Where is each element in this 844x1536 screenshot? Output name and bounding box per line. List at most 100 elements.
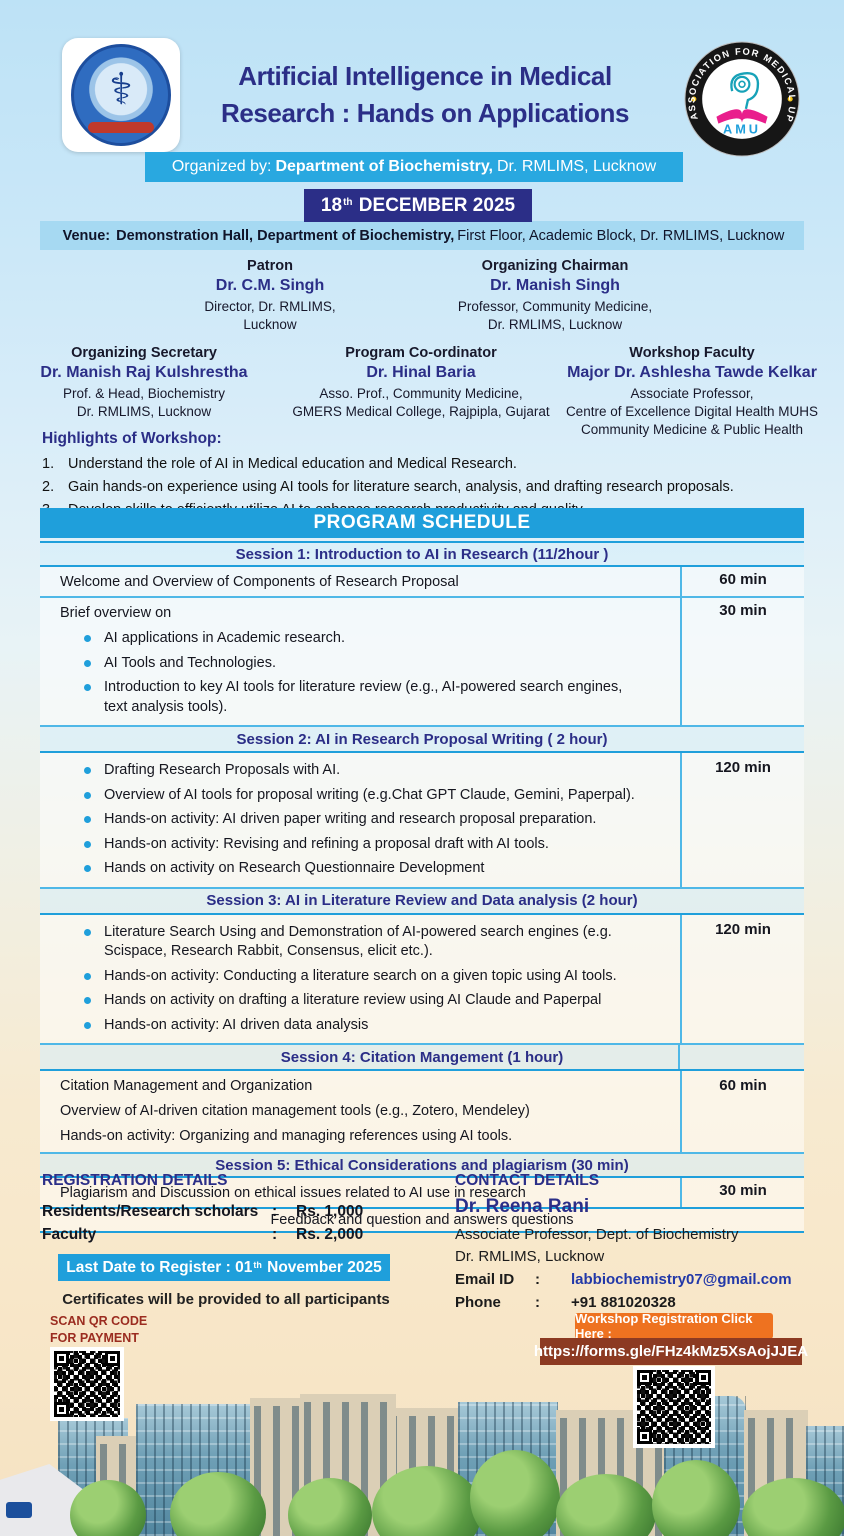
- duration-cell: 120 min: [680, 753, 804, 887]
- contact-title: CONTACT DETAILS: [455, 1172, 600, 1189]
- person-name: Dr. C.M. Singh: [215, 277, 325, 294]
- bullet-item: AI Tools and Technologies.: [60, 654, 640, 674]
- organized-prefix: Organized by:: [171, 158, 272, 175]
- email-value[interactable]: labbiochemistry07@gmail.com: [571, 1271, 792, 1288]
- qr-pattern: [54, 1351, 120, 1417]
- date-day: 18: [320, 194, 343, 216]
- bullet-item: Introduction to key AI tools for literat…: [60, 678, 640, 717]
- bullet-item: Hands on activity on Research Questionna…: [60, 859, 640, 879]
- person-role: Organizing Secretary: [71, 345, 217, 361]
- fee-colon: :: [272, 1226, 278, 1243]
- email-colon: :: [535, 1271, 540, 1288]
- amu-logo: ASSOCIATION FOR MEDICAL UPDATES AMU: [679, 32, 801, 158]
- session-5-header: Session 5: Ethical Considerations and pl…: [40, 1154, 804, 1178]
- row-activity: Literature Search Using and Demonstratio…: [40, 915, 680, 1044]
- tree: [556, 1474, 656, 1536]
- bullet-item: Drafting Research Proposals with AI.: [60, 761, 640, 781]
- duration-cell: 30 min: [680, 1178, 804, 1207]
- person-line: Asso. Prof., Community Medicine,: [319, 386, 523, 401]
- rmlims-seal: ⚕: [71, 44, 171, 146]
- row-activity: Welcome and Overview of Components of Re…: [40, 567, 680, 596]
- person-organizing-secretary: Organizing Secretary Dr. Manish Raj Kuls…: [23, 345, 265, 421]
- person-name: Major Dr. Ashlesha Tawde Kelkar: [567, 364, 817, 381]
- registration-qr-code[interactable]: [633, 1366, 715, 1448]
- payment-qr-code[interactable]: [50, 1347, 124, 1421]
- registration-section: REGISTRATION DETAILS Residents/Research …: [42, 1172, 442, 1308]
- person-line: Professor, Community Medicine,: [457, 299, 653, 314]
- date-rest: DECEMBER 2025: [358, 194, 516, 216]
- schedule-table: Session 1: Introduction to AI in Researc…: [40, 538, 804, 1233]
- activity-text: Plagiarism and Discussion on ethical iss…: [60, 1185, 526, 1201]
- qr-finder: [105, 1351, 120, 1366]
- contact-line: Dr. RMLIMS, Lucknow: [455, 1248, 605, 1265]
- scan-qr-label: SCAN QR CODE FOR PAYMENT: [50, 1313, 147, 1347]
- session-3-header: Session 3: AI in Literature Review and D…: [40, 888, 804, 915]
- highlight-number: 1.: [42, 456, 55, 472]
- highlight-number: 2.: [42, 479, 55, 495]
- qr-finder: [696, 1370, 711, 1385]
- phone-row: Phone : +91 881020328: [455, 1291, 815, 1314]
- highlight-item: 2. Gain hands-on experience using AI too…: [42, 476, 804, 499]
- scan-qr-line1: SCAN QR CODE: [50, 1314, 148, 1328]
- venue-band: Venue: Demonstration Hall, Department of…: [40, 221, 804, 250]
- fee-label: Faculty: [42, 1226, 97, 1243]
- venue-rest: First Floor, Academic Block, Dr. RMLIMS,…: [457, 227, 785, 244]
- activity-text: Hands-on activity: Organizing and managi…: [60, 1128, 513, 1144]
- rmlims-logo: ⚕: [62, 38, 180, 152]
- person-line: Prof. & Head, Biochemistry: [62, 386, 226, 401]
- last-date-suffix: November 2025: [267, 1258, 382, 1276]
- scan-qr-line2: FOR PAYMENT: [50, 1331, 139, 1345]
- person-role: Patron: [247, 258, 293, 274]
- table-row: Brief overview on AI applications in Aca…: [40, 598, 804, 727]
- contact-name: Dr. Reena Rani: [455, 1196, 590, 1217]
- activity-text: Overview of AI-driven citation managemen…: [60, 1103, 530, 1119]
- qr-finder: [54, 1402, 69, 1417]
- row-activity: Brief overview on AI applications in Aca…: [40, 598, 680, 725]
- person-name: Dr. Hinal Baria: [366, 364, 476, 381]
- registration-url-link[interactable]: https://forms.gle/FHz4kMz5XsAojJJEA: [534, 1338, 808, 1365]
- amu-logo-svg: ASSOCIATION FOR MEDICAL UPDATES AMU: [679, 32, 800, 157]
- tree: [70, 1480, 146, 1536]
- person-role: Workshop Faculty: [629, 345, 755, 361]
- table-row: Plagiarism and Discussion on ethical iss…: [40, 1178, 804, 1209]
- person-line: Community Medicine & Public Health: [580, 422, 804, 437]
- fee-value: Rs. 2,000: [296, 1226, 364, 1243]
- tree: [742, 1478, 844, 1536]
- highlight-text: Gain hands-on experience using AI tools …: [68, 479, 734, 495]
- fee-value: Rs. 1,000: [296, 1203, 364, 1220]
- bullet-item: AI applications in Academic research.: [60, 629, 640, 649]
- row-activity: Drafting Research Proposals with AI. Ove…: [40, 753, 680, 887]
- phone-label: Phone: [455, 1294, 501, 1311]
- amu-center-text: AMU: [723, 121, 761, 136]
- contact-section: CONTACT DETAILS Dr. Reena Rani Associate…: [455, 1172, 815, 1314]
- organized-by-banner: Organized by: Department of Biochemistry…: [145, 152, 683, 182]
- qr-finder: [637, 1429, 652, 1444]
- last-date-ordinal: th: [253, 1260, 262, 1270]
- qr-finder: [54, 1351, 69, 1366]
- canopy-logo: [6, 1502, 32, 1518]
- session-1-header: Session 1: Introduction to AI in Researc…: [40, 541, 804, 567]
- head-profile-icon: [730, 72, 760, 110]
- email-row: Email ID : labbiochemistry07@gmail.com: [455, 1268, 815, 1291]
- table-row: Drafting Research Proposals with AI. Ove…: [40, 753, 804, 889]
- session-2-header: Session 2: AI in Research Proposal Writi…: [40, 727, 804, 753]
- row-activity: Plagiarism and Discussion on ethical iss…: [40, 1178, 680, 1207]
- highlight-text: Understand the role of AI in Medical edu…: [68, 456, 517, 472]
- open-book-icon: [716, 109, 768, 124]
- workshop-registration-button[interactable]: Workshop Registration Click Here :: [575, 1311, 773, 1341]
- poster-title: Artificial Intelligence in Medical Resea…: [185, 58, 665, 132]
- person-program-coordinator: Program Co-ordinator Dr. Hinal Baria Ass…: [283, 345, 559, 421]
- venue-label: Venue:: [62, 227, 111, 244]
- duration-cell: 120 min: [680, 914, 804, 1043]
- email-label: Email ID: [455, 1271, 515, 1288]
- person-line: Dr. RMLIMS, Lucknow: [487, 317, 623, 332]
- person-name: Dr. Manish Raj Kulshrestha: [40, 364, 248, 381]
- organized-department: Department of Biochemistry,: [275, 158, 493, 175]
- person-line: Lucknow: [243, 317, 297, 332]
- title-line-1: Artificial Intelligence in Medical: [238, 61, 612, 91]
- row-activity: Citation Management and Organization Ove…: [40, 1071, 680, 1152]
- bullet-item: Overview of AI tools for proposal writin…: [60, 786, 640, 806]
